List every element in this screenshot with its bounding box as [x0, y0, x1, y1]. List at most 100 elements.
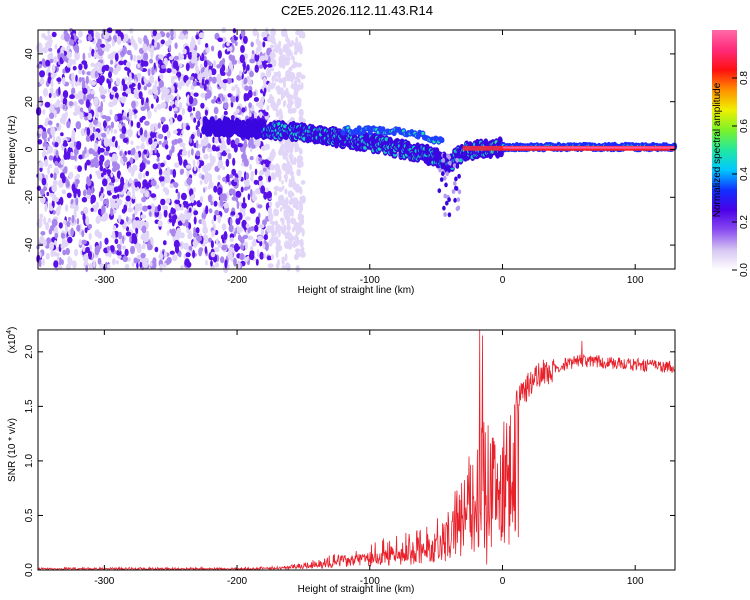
spectrogram-noise-cell: [62, 104, 66, 110]
spectrogram-noise-cell: [271, 75, 275, 83]
spectrogram-noise-cell: [82, 150, 85, 159]
spectrogram-noise-cell: [99, 154, 105, 163]
spectrogram-noise-cell: [40, 188, 45, 196]
spectrogram-noise-cell: [158, 140, 162, 145]
spectrogram-carrier-peak: [649, 146, 655, 149]
spectrogram-noise-cell: [199, 196, 204, 203]
spectrogram-noise-cell: [125, 61, 131, 68]
spectrogram-noise-cell: [177, 191, 181, 200]
spectrogram-noise-cell: [43, 48, 47, 53]
spectrogram-noise-cell: [183, 242, 189, 250]
spectrogram-noise-cell: [115, 140, 118, 149]
spectrogram-noise-cell: [190, 133, 195, 140]
spectrogram-noise-cell: [64, 32, 70, 42]
spectrogram-noise-cell: [290, 217, 296, 225]
spectrogram-noise-cell: [244, 171, 247, 181]
snr-ylabel: SNR (10 * v/v): [7, 418, 18, 482]
spectrogram-noise-cell: [228, 246, 233, 254]
spectrogram-noise-cell: [82, 189, 87, 197]
spectrogram-noise-cell: [118, 231, 123, 240]
spectrogram-noise-cell: [109, 152, 113, 157]
spectrogram-noise-cell: [154, 184, 160, 190]
spectrogram-carrier-peak: [598, 146, 604, 149]
spectrogram-noise-cell: [58, 222, 63, 229]
spectrogram-noise-cell: [179, 142, 186, 148]
spectrogram-noise-cell: [166, 154, 172, 161]
spectrogram-noise-cell: [193, 216, 197, 225]
spectrogram-noise-cell: [173, 30, 177, 40]
spectrogram-noise-cell: [62, 240, 69, 248]
spectrogram-noise-cell: [147, 68, 151, 76]
spectrogram-noise-cell: [225, 68, 229, 73]
spectrogram-noise-cell: [217, 97, 221, 102]
spectrogram-tail-cell: [441, 171, 445, 177]
spectrogram-noise-cell: [50, 249, 55, 258]
spectrogram-noise-cell: [116, 170, 121, 180]
spectrogram-noise-cell: [149, 58, 154, 64]
spectrogram-noise-cell: [62, 97, 68, 106]
spectrogram-noise-cell: [195, 34, 200, 40]
snr-scale-suffix: ): [7, 327, 18, 330]
spectrogram-noise-cell: [81, 230, 85, 238]
spectrogram-tail-cell: [447, 197, 451, 203]
spectrogram-noise-cell: [128, 177, 132, 184]
spectrogram-noise-cell: [60, 232, 66, 239]
spectrogram-noise-cell: [266, 104, 270, 111]
spectrogram-noise-cell: [234, 137, 240, 145]
spectrogram-noise-cell: [38, 128, 43, 135]
spectrogram-noise-cell: [241, 153, 246, 160]
spectrogram-noise-cell: [266, 225, 272, 234]
spectrogram-noise-cell: [114, 177, 119, 183]
spectrogram-noise-cell: [82, 87, 88, 95]
spectrogram-noise-cell: [163, 209, 168, 218]
spectrogram-noise-cell: [89, 46, 92, 52]
spectrogram-noise-cell: [192, 40, 196, 47]
spectrogram-noise-cell: [94, 245, 101, 254]
spectrogram-noise-cell: [186, 169, 190, 178]
spectrogram-carrier-peak: [618, 146, 624, 149]
spectrogram-noise-cell: [52, 92, 57, 98]
spectrogram-tail-cell: [452, 163, 457, 169]
spectrogram-noise-cell: [250, 41, 254, 48]
spectrogram-noise-cell: [137, 63, 141, 68]
spectrogram-noise-cell: [156, 152, 160, 158]
spectrogram-ylabel: Frequency (Hz): [7, 116, 18, 185]
spectrogram-noise-cell: [251, 195, 258, 202]
spectrogram-noise-cell: [146, 160, 151, 165]
spectrogram-noise-cell: [185, 62, 190, 72]
spectrogram-noise-cell: [38, 259, 42, 268]
spectrogram-noise-cell: [240, 237, 245, 244]
spectrogram-noise-cell: [86, 127, 91, 136]
spectrogram-xtick-label: -200: [227, 275, 247, 286]
spectrogram-noise-cell: [221, 36, 227, 43]
spectrogram-noise-cell: [291, 107, 297, 114]
spectrogram-noise-cell: [199, 132, 203, 139]
spectrogram-noise-cell: [130, 53, 133, 61]
spectrogram-carrier-peak: [510, 146, 516, 149]
spectrogram-ridge-core: [302, 136, 307, 141]
spectrogram-noise-cell: [48, 164, 53, 169]
spectrogram-noise-cell: [169, 183, 174, 189]
spectrogram-noise-cell: [286, 157, 289, 163]
spectrogram-noise-cell: [217, 186, 223, 196]
spectrogram-ridge-core: [458, 158, 463, 163]
spectrogram-noise-cell: [274, 78, 279, 83]
spectrogram-tail-cell: [457, 173, 461, 179]
spectrogram-noise-cell: [299, 210, 302, 215]
spectrogram-noise-cell: [297, 213, 302, 221]
spectrogram-noise-cell: [243, 143, 248, 148]
spectrogram-noise-cell: [193, 92, 199, 97]
spectrogram-tail-cell: [439, 177, 444, 183]
spectrogram-noise-cell: [237, 143, 243, 148]
snr-marks: [37, 329, 675, 571]
spectrogram-noise-cell: [283, 240, 290, 250]
spectrogram-noise-cell: [300, 30, 304, 36]
spectrogram-noise-cell: [173, 107, 178, 112]
spectrogram-noise-cell: [227, 93, 232, 98]
spectrogram-noise-cell: [185, 33, 189, 40]
spectrogram-carrier-peak: [570, 146, 576, 149]
spectrogram-noise-cell: [62, 249, 67, 256]
spectrogram-noise-cell: [50, 78, 54, 88]
spectrogram-noise-cell: [213, 95, 217, 100]
spectrogram-noise-cell: [285, 196, 289, 206]
